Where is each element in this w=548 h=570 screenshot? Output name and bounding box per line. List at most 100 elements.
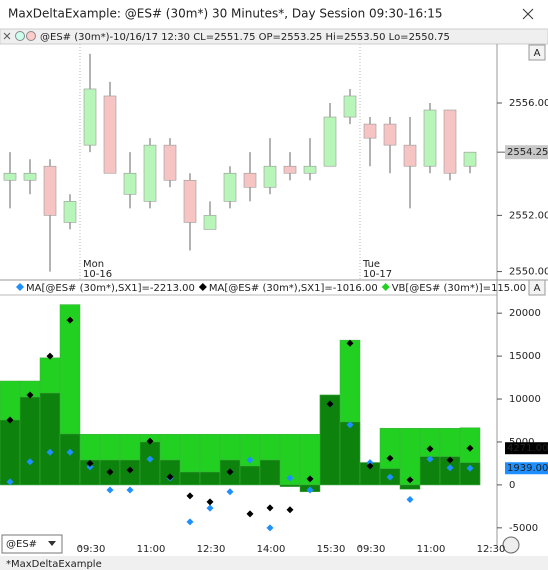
ma-dot [46,448,54,456]
ma-dot [386,454,394,462]
y-tick-label: 2552.00 [509,210,548,221]
ma-dot [166,473,174,481]
chart-header: @ES# (30m*)-10/16/17 12:30 CL=2551.75 OP… [40,32,450,43]
symbol-select[interactable] [1,534,63,554]
x-tick-label: 11:00 [417,544,446,555]
last-value-box [505,462,548,475]
ma-dot [126,466,134,474]
last-value-label: 4271.00 [507,443,548,454]
x-tick-label: 14:00 [257,544,286,555]
volume-bar [399,484,421,490]
volume-bar [459,462,481,486]
y-tick-label: 2550.00 [509,267,548,278]
header-icons[interactable] [3,31,36,41]
candle-body [243,172,257,188]
ma-dot [6,478,14,486]
y-tick-label: 2556.00 [509,98,548,109]
ma-dot [406,495,414,503]
ma-dot [346,421,354,429]
ma-dot [206,504,214,512]
ma-dot [386,473,394,481]
candle-body [323,116,337,167]
volume-bar [319,394,341,486]
ma-dot [6,416,14,424]
x-tick-label: 11:00 [137,544,166,555]
ma-dot [186,518,194,526]
ma-dot [286,506,294,514]
ma-dot [446,456,454,464]
candle-body [23,172,37,181]
volume-bar [179,471,201,486]
dropdown-arrow [48,541,56,546]
candle-body [263,165,277,188]
x-tick-label: Mon [83,259,104,270]
candle-body [63,201,77,223]
x-tick-label: 10-16 [83,269,112,280]
candle-body [83,88,97,146]
ma-dot [266,504,274,512]
candle-body [463,151,477,167]
ma-dot [206,498,214,506]
ma-dot [226,468,234,476]
candle-body [423,109,437,167]
x-tick-label: 10-17 [363,269,392,280]
y-tick-label: 0 [509,480,515,491]
legend-marker [16,283,24,291]
x-tick-label: Tue [362,259,380,270]
x-tick-label: 15:30 [317,544,346,555]
volume-bar [339,421,361,486]
ma-dot [186,492,194,500]
ma-dot [326,400,334,408]
volume-bar [279,484,301,487]
close-button[interactable] [522,8,534,20]
volume-bar [399,427,421,486]
legend-marker [381,283,390,291]
last-value-label: 1939.00 [507,463,548,474]
candle-body [443,109,457,174]
symbol-select-label: @ES# [6,539,37,550]
ma-dot [66,316,74,324]
legend-label: MA[@ES# (30m*),SX1]=-2213.00 [26,283,195,294]
last-value-box [505,442,548,455]
ma-dot [106,468,114,476]
ma-dot [26,458,34,466]
legend-marker [198,283,207,291]
ma-dot [426,455,434,463]
ma-dot [86,459,94,467]
ma-dot [466,464,474,472]
y-tick-label: 20000 [509,308,541,319]
ma-dot [466,444,474,452]
volume-bar [239,465,261,486]
header-bar [0,28,548,45]
volume-bar [139,441,161,486]
ma-dot [306,486,314,494]
y-tick-label: 10000 [509,394,541,405]
candle-body [403,144,417,167]
ma-dot [146,455,154,463]
x-tick-label: 09:30 [357,544,386,555]
candle-body [203,215,217,230]
candle-body [223,172,237,202]
ma-dot [366,462,374,470]
tab-label: *MaxDeltaExample [6,559,102,570]
ma-dot [146,437,154,445]
y-tick-label: -5000 [509,523,538,534]
ma-dot [46,352,54,360]
refresh-button[interactable] [502,536,520,554]
volume-bar [19,396,41,486]
volume-bar [59,433,81,486]
tab-bar [0,556,548,570]
candle-body [143,144,157,202]
volume-bar [39,392,61,486]
candle-body [123,172,137,195]
auto-button[interactable] [528,44,546,61]
volume-bar [0,419,21,486]
ma-dot [346,339,354,347]
candle-body [283,165,297,174]
legend-label: MA[@ES# (30m*),SX1]=-1016.00 [209,283,378,294]
volume-bar [199,471,221,486]
candle-body [303,165,317,174]
ma-dot [426,445,434,453]
ma-dot [26,391,34,399]
